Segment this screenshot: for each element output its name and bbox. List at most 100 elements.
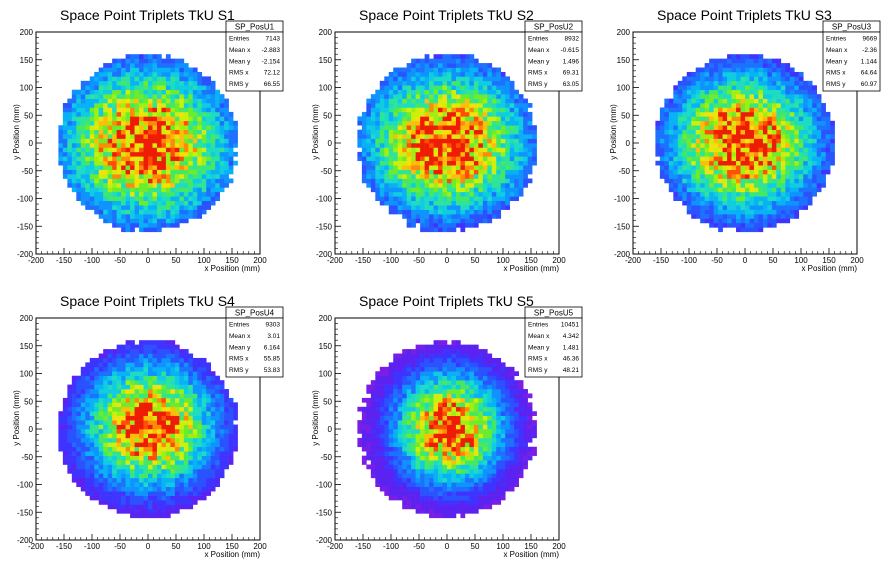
heatmap-cell	[148, 420, 153, 425]
heatmap-cell	[197, 103, 203, 108]
heatmap-cell	[161, 67, 167, 73]
heatmap-cell	[121, 200, 126, 206]
stats-name: SP_PosU3	[832, 23, 872, 32]
heatmap-cell	[67, 103, 73, 108]
heatmap-cell	[197, 205, 203, 210]
heatmap-cell	[89, 156, 95, 162]
heatmap-cell	[821, 169, 826, 175]
heatmap-cell	[695, 169, 701, 175]
y-tick-label: -50	[320, 167, 332, 176]
heatmap-cell	[433, 120, 439, 126]
heatmap-cell	[139, 353, 144, 359]
heatmap-cell	[152, 187, 158, 193]
heatmap-cell	[762, 134, 768, 139]
heatmap-cell	[71, 147, 77, 153]
heatmap-cell	[179, 71, 185, 77]
heatmap-cell	[215, 138, 220, 144]
heatmap-cell	[420, 196, 425, 202]
heatmap-cell	[429, 138, 434, 144]
heatmap-cell	[393, 111, 399, 117]
heatmap-cell	[691, 111, 697, 117]
heatmap-cell	[727, 191, 732, 197]
heatmap-cell	[148, 134, 153, 139]
heatmap-cell	[776, 58, 782, 64]
heatmap-cell	[393, 138, 399, 144]
heatmap-cell	[76, 138, 82, 144]
heatmap-cell	[219, 107, 225, 113]
heatmap-cell	[80, 429, 86, 434]
heatmap-cell	[397, 143, 403, 148]
heatmap-cell	[659, 156, 665, 162]
y-axis-label: y Position (mm)	[311, 104, 320, 160]
heatmap-cell	[197, 196, 203, 202]
heatmap-cell	[785, 120, 791, 126]
heatmap-cell	[94, 433, 100, 439]
heatmap-cell	[753, 134, 759, 139]
heatmap-cell	[370, 156, 376, 162]
heatmap-cell	[134, 76, 140, 82]
heatmap-cell	[731, 125, 737, 130]
heatmap-cell	[767, 58, 773, 64]
heatmap-cell	[215, 116, 220, 122]
heatmap-cell	[424, 80, 430, 86]
heatmap-cell	[682, 89, 688, 95]
heatmap-cell	[112, 116, 117, 122]
heatmap-cell	[384, 169, 390, 175]
heatmap-cell	[482, 80, 488, 86]
heatmap-cell	[121, 349, 126, 354]
heatmap-cell	[139, 402, 144, 408]
heatmap-cell	[491, 151, 497, 157]
heatmap-cell	[433, 178, 439, 184]
heatmap-cell	[366, 178, 372, 184]
heatmap-cell	[442, 174, 448, 179]
heatmap-cell	[776, 134, 782, 139]
heatmap-cell	[803, 205, 809, 210]
heatmap-cell	[170, 98, 176, 104]
heatmap-cell	[393, 178, 399, 184]
heatmap-cell	[152, 371, 158, 377]
heatmap-cell	[532, 134, 537, 139]
heatmap-cell	[514, 151, 519, 157]
heatmap-cell	[753, 98, 759, 104]
heatmap-cell	[107, 375, 113, 381]
heatmap-cell	[121, 486, 126, 492]
heatmap-cell	[785, 85, 791, 91]
heatmap-cell	[722, 125, 728, 130]
heatmap-cell	[704, 218, 710, 224]
heatmap-cell	[152, 191, 158, 197]
heatmap-cell	[812, 156, 817, 162]
heatmap-cell	[192, 134, 198, 139]
heatmap-cell	[174, 196, 180, 202]
heatmap-cell	[469, 151, 475, 157]
heatmap-cell	[514, 174, 519, 179]
heatmap-cell	[183, 129, 189, 135]
heatmap-cell	[121, 182, 126, 188]
heatmap-cell	[771, 169, 777, 175]
heatmap-cell	[121, 455, 126, 461]
heatmap-cell	[375, 111, 381, 117]
heatmap-cell	[780, 187, 786, 193]
heatmap-cell	[80, 397, 86, 403]
heatmap-cell	[429, 111, 434, 117]
heatmap-cell	[785, 98, 791, 104]
heatmap-cell	[500, 98, 506, 104]
heatmap-cell	[94, 362, 100, 368]
heatmap-cell	[455, 89, 461, 95]
heatmap-cell	[98, 424, 104, 430]
heatmap-cell	[112, 80, 117, 86]
heatmap-cell	[156, 227, 162, 233]
heatmap-cell	[803, 107, 809, 113]
heatmap-cell	[523, 98, 528, 104]
heatmap-cell	[749, 143, 755, 148]
heatmap-cell	[112, 58, 117, 64]
heatmap-cell	[686, 205, 692, 210]
heatmap-cell	[762, 80, 768, 86]
heatmap-cell	[451, 214, 457, 219]
heatmap-cell	[731, 200, 737, 206]
heatmap-cell	[794, 89, 800, 95]
heatmap-cell	[89, 446, 95, 452]
heatmap-cell	[736, 151, 741, 157]
heatmap-cell	[165, 222, 171, 228]
heatmap-cell	[85, 143, 91, 148]
